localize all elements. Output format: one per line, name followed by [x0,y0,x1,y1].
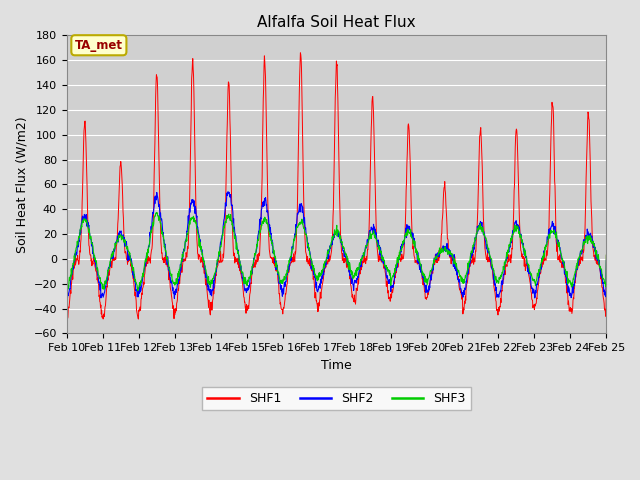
SHF1 [170,311,177,316]
SHF1 [491,289,499,295]
SHF3 [421,273,429,279]
SHF1 [420,288,428,294]
X-axis label: Time: Time [321,359,352,372]
SHF1 [539,259,547,265]
SHF1 [296,50,304,56]
SHF1 [183,254,191,260]
SHF3 [170,280,178,286]
SHF3 [492,277,499,283]
Text: TA_met: TA_met [75,39,123,52]
SHF3 [63,286,70,292]
SHF2 [492,281,499,287]
SHF2 [244,288,252,293]
SHF1 [602,252,610,258]
Y-axis label: Soil Heat Flux (W/m2): Soil Heat Flux (W/m2) [15,116,28,252]
Line: SHF3: SHF3 [67,213,606,291]
SHF1 [63,316,70,322]
SHF2 [170,291,177,297]
SHF3 [184,231,191,237]
Title: Alfalfa Soil Heat Flux: Alfalfa Soil Heat Flux [257,15,416,30]
SHF3 [602,252,610,258]
SHF2 [170,296,178,301]
SHF1 [243,306,251,312]
Line: SHF2: SHF2 [67,192,606,299]
SHF3 [134,288,142,294]
SHF2 [224,189,232,194]
SHF2 [602,257,610,263]
SHF3 [539,256,547,262]
SHF2 [539,256,547,262]
Legend: SHF1, SHF2, SHF3: SHF1, SHF2, SHF3 [202,387,471,410]
SHF3 [152,210,160,216]
SHF2 [421,284,429,289]
Line: SHF1: SHF1 [67,53,606,319]
SHF2 [183,229,191,235]
SHF2 [63,293,70,299]
SHF3 [244,279,252,285]
